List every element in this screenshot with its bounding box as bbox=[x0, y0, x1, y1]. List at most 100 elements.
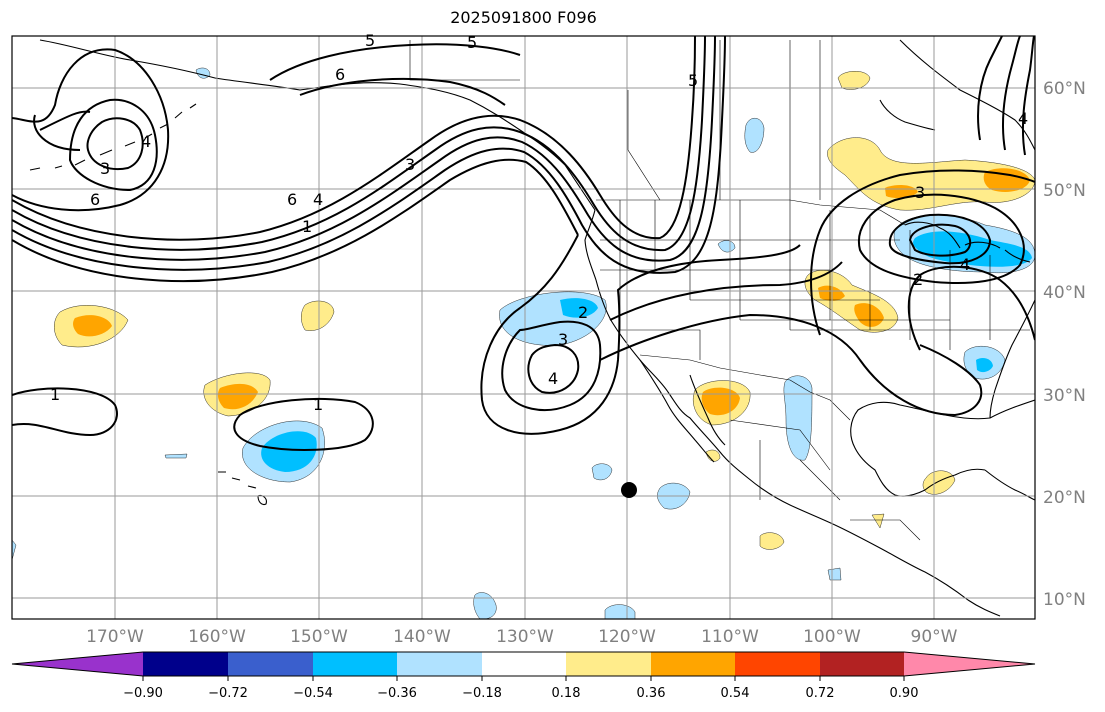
hawaii-islands bbox=[218, 471, 267, 506]
negative-anomaly-area bbox=[591, 463, 613, 481]
negative-anomaly-core bbox=[560, 298, 598, 318]
us-canada-border bbox=[596, 199, 906, 226]
colorbar-tick-label: −0.36 bbox=[377, 686, 417, 701]
east-coast bbox=[989, 299, 1035, 419]
contour-label: 3 bbox=[405, 155, 415, 174]
colorbar-segment bbox=[313, 652, 397, 676]
longitude-labels: 170°W 160°W 150°W 140°W 130°W 120°W 110°… bbox=[86, 627, 958, 647]
lon-label: 140°W bbox=[393, 627, 451, 647]
contour-label: 3 bbox=[558, 330, 568, 349]
contour-label: 4 bbox=[313, 190, 323, 209]
positive-anomaly-area bbox=[837, 71, 871, 90]
contour-line bbox=[480, 234, 801, 435]
lon-label: 130°W bbox=[496, 627, 554, 647]
contour-label: 6 bbox=[335, 65, 345, 84]
map-title: 2025091800 F096 bbox=[450, 8, 597, 27]
positive-anomaly-area bbox=[301, 300, 335, 331]
contour-label: 3 bbox=[100, 159, 110, 178]
colorbar-right-arrow bbox=[904, 652, 1035, 676]
colorbar-segment bbox=[820, 652, 904, 676]
anomaly-shading bbox=[12, 67, 1035, 619]
lon-label: 120°W bbox=[598, 627, 656, 647]
contour-line bbox=[12, 36, 716, 262]
lon-label: 110°W bbox=[701, 627, 759, 647]
lon-label: 160°W bbox=[188, 627, 246, 647]
negative-anomaly-area bbox=[12, 539, 17, 561]
hudson-bay bbox=[879, 99, 936, 131]
colorbar-segment bbox=[482, 652, 566, 676]
contour-line bbox=[12, 158, 579, 282]
mexico-states bbox=[729, 419, 921, 541]
colorbar-segment bbox=[143, 652, 228, 676]
contour-label: 5 bbox=[467, 33, 477, 52]
great-lakes bbox=[904, 221, 1031, 263]
contour-label: 2 bbox=[913, 270, 923, 289]
contour-label: 2 bbox=[578, 303, 588, 322]
negative-anomaly-core bbox=[261, 431, 317, 472]
positive-anomaly-core bbox=[854, 303, 884, 327]
contour-line bbox=[527, 343, 580, 394]
colorbar-left-arrow bbox=[12, 652, 143, 676]
contour-line bbox=[501, 320, 602, 411]
negative-anomaly-area bbox=[744, 118, 765, 153]
contour-line bbox=[977, 36, 1035, 156]
negative-anomaly-area bbox=[717, 240, 736, 253]
colorbar-tick-label: 0.54 bbox=[721, 686, 750, 701]
contour-label: 1 bbox=[313, 395, 323, 414]
colorbar-tick-label: 0.72 bbox=[806, 686, 835, 701]
colorbar-segment bbox=[566, 652, 651, 676]
contour-line bbox=[888, 213, 992, 265]
storm-marker bbox=[621, 482, 637, 498]
lat-label: 50°N bbox=[1043, 181, 1086, 201]
contour-line bbox=[233, 397, 374, 451]
lat-label: 60°N bbox=[1043, 79, 1086, 99]
contour-label: 5 bbox=[688, 71, 698, 90]
contour-line bbox=[86, 117, 144, 170]
contours bbox=[12, 36, 1035, 451]
contour-line bbox=[269, 43, 521, 81]
central-america bbox=[984, 469, 1035, 501]
contour-line bbox=[299, 77, 506, 106]
positive-anomaly-area bbox=[827, 137, 1035, 211]
negative-anomaly-area bbox=[164, 453, 188, 459]
negative-anomaly-area bbox=[827, 567, 842, 581]
contour-line bbox=[857, 193, 1025, 285]
baja-california bbox=[639, 359, 726, 463]
positive-anomaly-core bbox=[73, 315, 112, 337]
us-mexico-border bbox=[639, 354, 851, 421]
contour-label: 6 bbox=[90, 190, 100, 209]
contour-line bbox=[12, 36, 706, 252]
contour-line bbox=[810, 169, 1035, 336]
contour-label: 1 bbox=[302, 217, 312, 236]
alaska-coastline bbox=[39, 39, 596, 211]
colorbar-ticks bbox=[142, 676, 905, 681]
contour-line bbox=[33, 110, 91, 151]
contour-label: 6 bbox=[287, 190, 297, 209]
negative-anomaly-core bbox=[976, 358, 993, 373]
negative-anomaly-core bbox=[913, 231, 1032, 267]
colorbar-tick-label: −0.18 bbox=[462, 686, 502, 701]
contour-line bbox=[908, 223, 972, 257]
aleutian-islands bbox=[29, 103, 197, 171]
contour-line bbox=[12, 387, 118, 437]
contour-line bbox=[907, 265, 1035, 351]
colorbar-tick-label: 0.36 bbox=[637, 686, 666, 701]
negative-anomaly-area bbox=[473, 592, 497, 619]
colorbar-tick-label: −0.90 bbox=[123, 686, 163, 701]
colorbar-tick-label: −0.72 bbox=[208, 686, 248, 701]
contour-line bbox=[599, 313, 983, 417]
contour-label: 5 bbox=[365, 31, 375, 50]
lon-label: 150°W bbox=[290, 627, 348, 647]
lat-label: 20°N bbox=[1043, 488, 1086, 508]
contour-line bbox=[609, 261, 843, 321]
positive-anomaly-core bbox=[983, 168, 1030, 192]
canada-provinces bbox=[409, 40, 821, 201]
contour-label: 4 bbox=[141, 132, 151, 151]
colorbar: −0.90 −0.72 −0.54 −0.36 −0.18 0.18 0.36 … bbox=[11, 651, 1036, 701]
contour-label: 4 bbox=[1018, 109, 1028, 128]
lat-label: 40°N bbox=[1043, 283, 1086, 303]
lon-label: 170°W bbox=[86, 627, 144, 647]
colorbar-tick-label: 0.18 bbox=[552, 686, 581, 701]
north-america-west-coast bbox=[584, 209, 1001, 617]
